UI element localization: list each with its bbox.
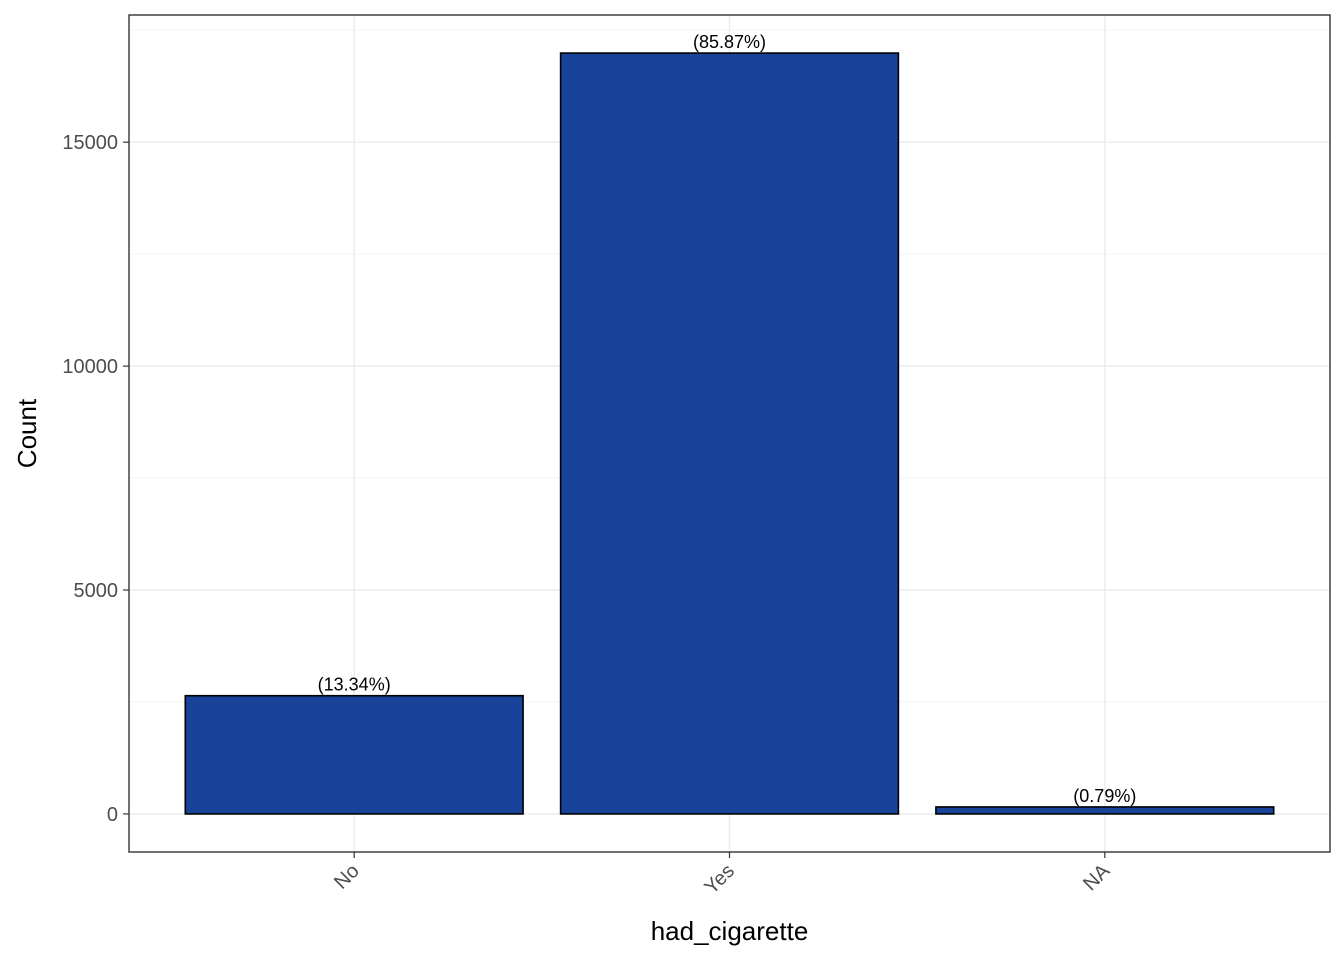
x-tick-label-na: NA <box>1079 860 1115 896</box>
bar-na <box>935 806 1275 815</box>
y-tick-label: 0 <box>107 804 118 826</box>
y-tick-label: 5000 <box>74 580 119 602</box>
bar-yes <box>559 52 900 815</box>
data-label-na: (0.79%) <box>1073 786 1136 806</box>
x-axis-title: had_cigarette <box>651 916 809 946</box>
x-axis: No Yes NA <box>330 852 1115 899</box>
bars <box>184 52 1275 815</box>
y-tick-label: 15000 <box>62 132 118 154</box>
y-axis-title: Count <box>12 398 42 468</box>
bar-no <box>184 694 524 815</box>
y-tick-label: 10000 <box>62 356 118 378</box>
y-axis: 0 5000 10000 15000 <box>62 132 129 826</box>
data-label-no: (13.34%) <box>318 675 391 695</box>
x-tick-label-yes: Yes <box>700 860 739 899</box>
data-label-yes: (85.87%) <box>693 32 766 52</box>
x-tick-label-no: No <box>330 860 364 894</box>
data-labels: (13.34%) (85.87%) (0.79%) <box>318 32 1137 806</box>
